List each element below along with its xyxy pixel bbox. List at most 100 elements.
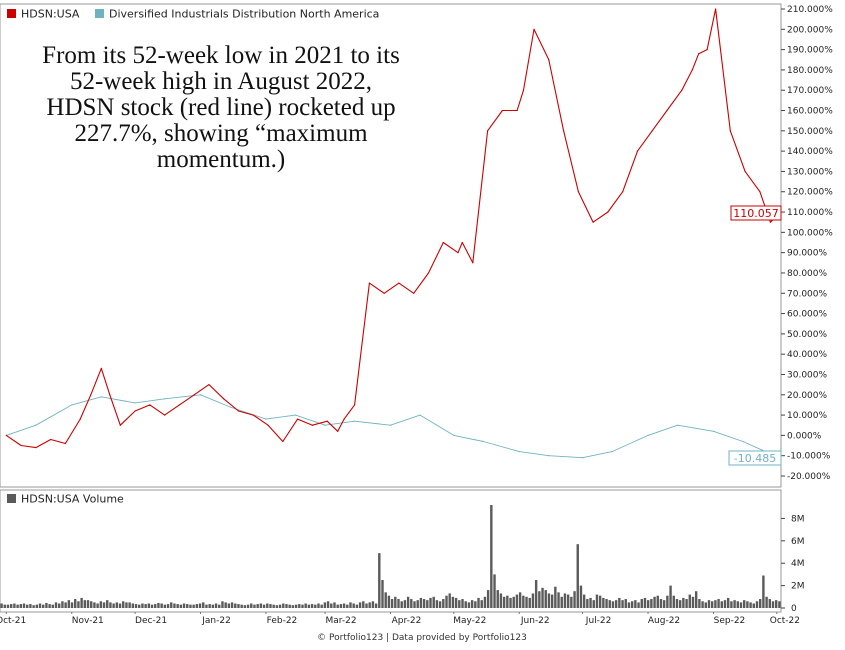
hdsn-series: [5, 8, 782, 449]
volume-bar: [3, 604, 6, 608]
price-y-tick-label: 160.000%: [787, 107, 833, 117]
volume-y-tick-label: 2M: [791, 582, 805, 592]
volume-bar: [624, 599, 627, 608]
volume-bar: [208, 604, 211, 608]
volume-bar: [717, 599, 720, 608]
series-point: [744, 170, 746, 173]
volume-bar: [230, 602, 234, 608]
volume-bar: [330, 603, 333, 608]
series-point: [134, 402, 136, 404]
series-point: [119, 424, 121, 426]
volume-bar: [218, 604, 221, 608]
price-y-tick-label: 80.000%: [787, 269, 827, 279]
volume-bar: [525, 596, 528, 608]
volume-bar: [778, 601, 781, 608]
price-y-tick-label: 60.000%: [787, 310, 827, 320]
volume-bar: [323, 602, 327, 608]
price-panel-frame: [0, 3, 782, 488]
volume-bar: [6, 604, 10, 608]
annotation-text-block: From its 52-week low in 2021 to its 52-w…: [42, 42, 400, 173]
volume-bar: [282, 603, 285, 608]
volume-bar: [58, 603, 61, 608]
volume-bar: [378, 553, 381, 608]
volume-bar: [589, 597, 592, 608]
volume-bar: [77, 601, 80, 608]
volume-bar: [646, 600, 650, 608]
price-y-tick-label: 20.000%: [787, 391, 827, 401]
volume-bar: [54, 602, 58, 608]
hdsn-end-tag: 110.057: [730, 205, 782, 221]
volume-bar: [355, 604, 359, 608]
series-point: [297, 418, 299, 420]
series-point: [548, 59, 550, 61]
volume-bar: [650, 599, 653, 608]
volume-bar: [74, 599, 77, 608]
volume-bar: [669, 585, 672, 608]
volume-bar: [358, 602, 362, 608]
volume-bar: [672, 595, 675, 608]
legend-swatch-industry: [95, 9, 104, 18]
volume-bar: [246, 604, 250, 608]
volume-bar: [598, 595, 602, 608]
volume-bar: [432, 596, 435, 608]
volume-bar: [147, 603, 151, 608]
volume-bar: [272, 604, 275, 608]
volume-bar: [294, 604, 298, 608]
volume-bar: [374, 603, 378, 608]
volume-bar: [608, 600, 611, 608]
series-point: [229, 406, 231, 408]
volume-bar: [106, 600, 109, 608]
x-tick-label: Aug-22: [648, 616, 680, 626]
volume-bar: [630, 601, 634, 608]
series-point: [486, 130, 489, 132]
volume-bar: [461, 599, 464, 608]
price-y-tick-label: 130.000%: [787, 167, 833, 177]
price-y-tick-label: 190.000%: [787, 46, 833, 56]
series-point: [265, 418, 267, 420]
annotation-line-3: HDSN stock (red line) rocketed up: [46, 94, 395, 121]
series-point: [442, 241, 444, 244]
series-point: [134, 410, 136, 412]
volume-bar: [285, 604, 288, 608]
price-y-tick-label: 70.000%: [787, 289, 827, 299]
price-y-tick-label: 150.000%: [787, 127, 833, 137]
price-y-tick-label: 10.000%: [787, 411, 827, 421]
volume-bar: [458, 600, 461, 608]
series-point: [35, 424, 37, 426]
annotation-line-5: momentum.): [157, 146, 285, 173]
series-point: [199, 394, 202, 396]
series-point: [666, 109, 668, 112]
x-tick-label: Jan-22: [201, 616, 231, 626]
series-point: [501, 109, 503, 112]
volume-bar: [570, 596, 573, 608]
series-point: [607, 211, 609, 213]
volume-bar: [566, 594, 570, 608]
volume-bar: [266, 603, 269, 608]
volume-bar: [118, 603, 122, 608]
series-point: [548, 455, 550, 457]
volume-bar: [173, 603, 176, 608]
volume-bar: [486, 590, 490, 608]
volume-bar: [371, 601, 375, 608]
series-point: [413, 292, 415, 294]
series-point: [759, 191, 761, 193]
volume-bar: [45, 602, 48, 608]
volume-bar: [742, 600, 746, 608]
volume-bar: [531, 593, 535, 608]
volume-bar: [291, 605, 295, 608]
volume-bar: [205, 604, 208, 608]
volume-bar: [550, 594, 554, 608]
series-point: [577, 191, 579, 193]
volume-bar: [662, 600, 666, 608]
volume-bar: [96, 603, 99, 608]
volume-bar: [637, 602, 640, 608]
series-point: [164, 398, 166, 400]
volume-panel-frame: [0, 489, 782, 613]
series-point: [419, 414, 421, 416]
volume-bar: [666, 595, 669, 608]
footer-credit: © Portfolio123 | Data provided by Portfo…: [317, 633, 527, 643]
volume-bar: [234, 603, 237, 608]
volume-bar: [515, 594, 519, 608]
volume-bar: [48, 604, 51, 608]
